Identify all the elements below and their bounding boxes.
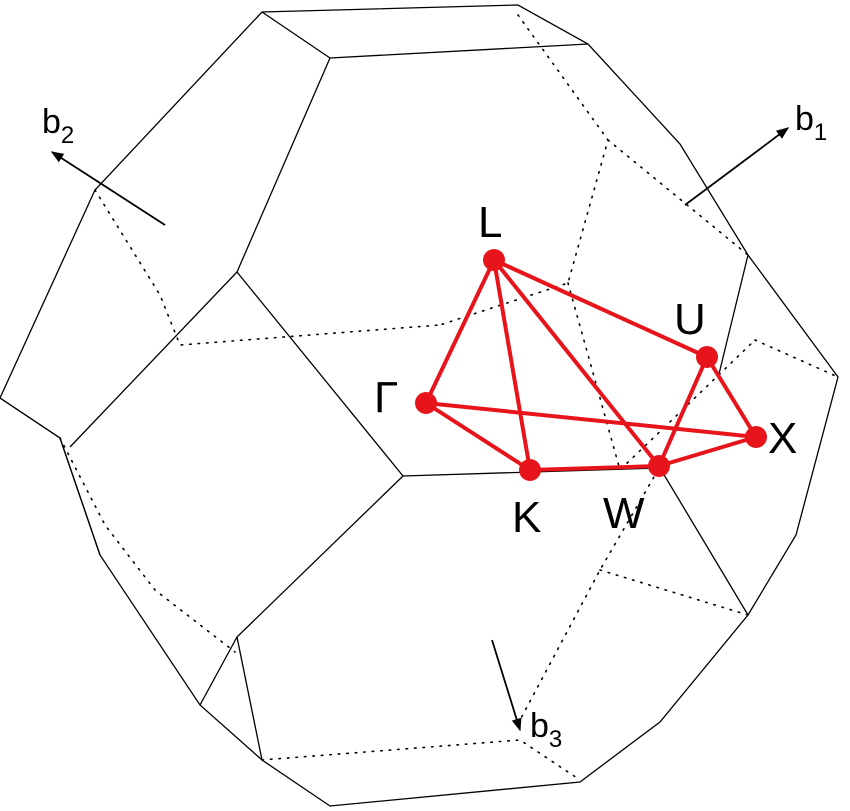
label-gamma: Γ — [374, 373, 398, 422]
point-L — [483, 249, 505, 271]
hidden-edges — [59, 14, 839, 781]
visible-edges — [0, 4, 839, 807]
svg-text:b2: b2 — [42, 103, 74, 149]
label-U: U — [674, 295, 706, 344]
vector-b1: b1 — [684, 100, 827, 206]
label-L: L — [478, 198, 502, 247]
point-U — [696, 346, 718, 368]
point-K — [519, 459, 541, 481]
high-symmetry-points — [415, 249, 767, 481]
vector-b2: b2 — [42, 103, 166, 226]
vector-b3: b3 — [491, 639, 562, 753]
point-labels: L U Γ X K W — [374, 198, 797, 542]
point-X — [745, 426, 767, 448]
label-X: X — [768, 414, 797, 463]
label-W: W — [603, 489, 645, 538]
high-symmetry-path — [424, 258, 758, 472]
label-K: K — [512, 493, 541, 542]
point-gamma — [415, 392, 437, 414]
svg-text:b1: b1 — [795, 100, 827, 146]
svg-text:b3: b3 — [530, 707, 562, 753]
point-W — [648, 455, 670, 477]
